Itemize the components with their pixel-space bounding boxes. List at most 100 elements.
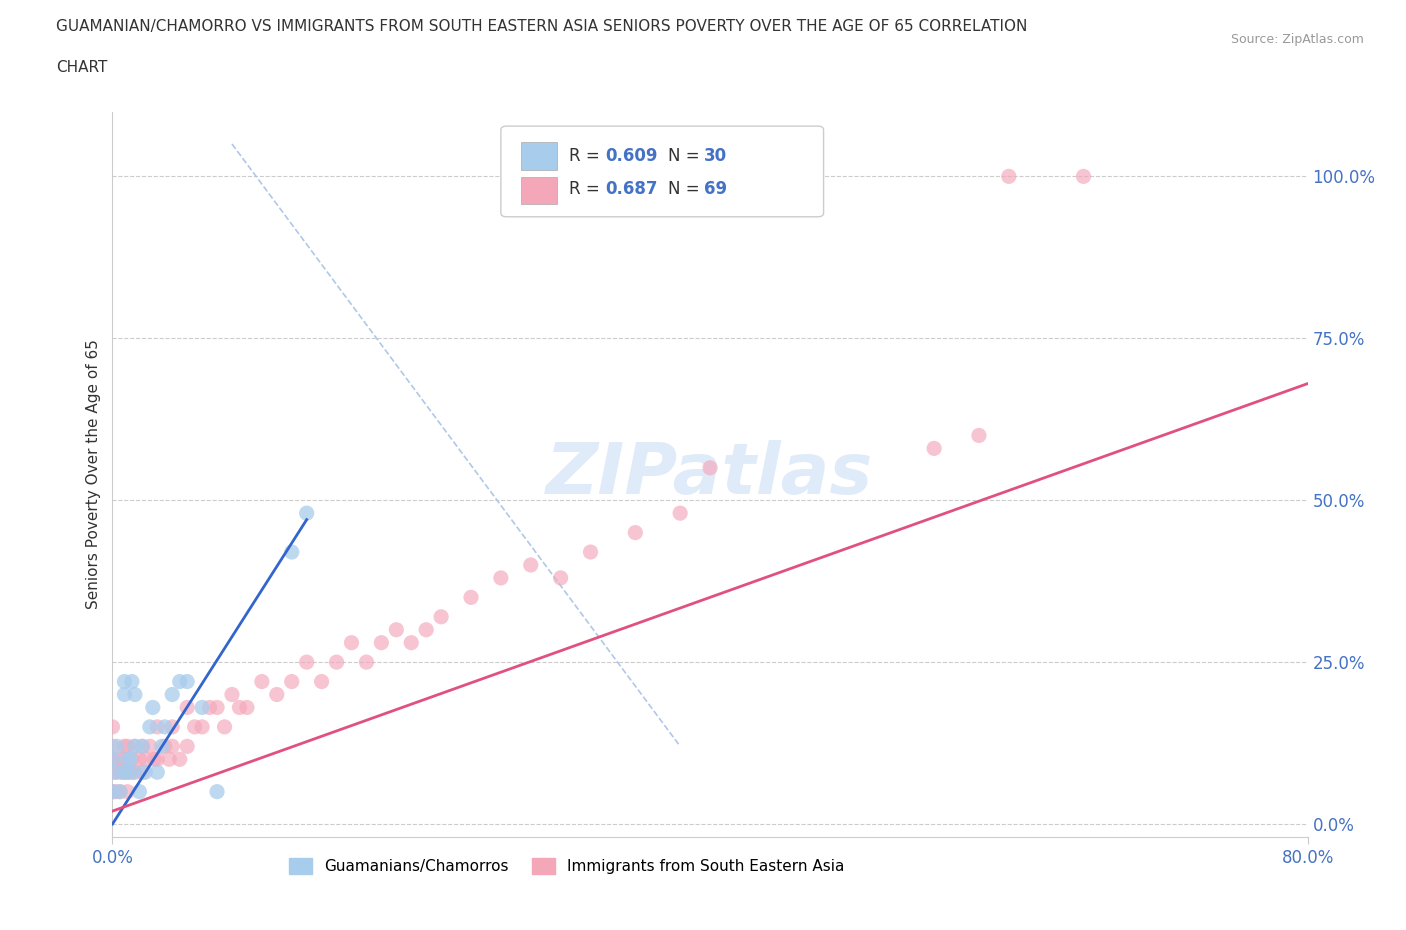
Point xyxy=(101,751,124,766)
Point xyxy=(266,687,288,702)
Point xyxy=(121,674,143,689)
Point xyxy=(101,751,124,766)
Point xyxy=(228,700,250,715)
Point xyxy=(124,764,146,779)
Point xyxy=(131,764,153,779)
Point xyxy=(624,525,647,540)
Text: Source: ZipAtlas.com: Source: ZipAtlas.com xyxy=(1230,33,1364,46)
Point xyxy=(105,764,128,779)
Point xyxy=(108,784,131,799)
Point xyxy=(114,738,135,753)
Point xyxy=(183,720,205,735)
Point xyxy=(111,764,134,779)
Point xyxy=(214,720,236,735)
Point xyxy=(153,720,176,735)
Point xyxy=(221,687,243,702)
Point xyxy=(922,441,945,456)
Point xyxy=(191,700,214,715)
Point xyxy=(120,751,142,766)
Point xyxy=(146,764,169,779)
Point xyxy=(295,655,318,670)
Point xyxy=(117,764,139,779)
Point xyxy=(117,751,139,766)
Point xyxy=(124,687,146,702)
Point xyxy=(176,738,198,753)
Text: R =: R = xyxy=(569,147,605,165)
Point xyxy=(489,570,512,585)
Point xyxy=(146,720,169,735)
Point xyxy=(205,700,228,715)
Point xyxy=(162,687,183,702)
Point xyxy=(117,738,139,753)
Point xyxy=(114,674,135,689)
Point xyxy=(998,169,1021,184)
Point xyxy=(236,700,259,715)
Point xyxy=(153,738,176,753)
Point xyxy=(121,751,143,766)
Point xyxy=(101,764,124,779)
Text: 0.609: 0.609 xyxy=(605,147,658,165)
Point xyxy=(101,738,124,753)
Text: N =: N = xyxy=(668,147,704,165)
Point xyxy=(111,751,134,766)
Point xyxy=(250,674,273,689)
Legend: Guamanians/Chamorros, Immigrants from South Eastern Asia: Guamanians/Chamorros, Immigrants from So… xyxy=(283,852,851,880)
Text: ZIPatlas: ZIPatlas xyxy=(547,440,873,509)
Point xyxy=(107,751,129,766)
Text: N =: N = xyxy=(668,180,704,198)
Point xyxy=(120,764,142,779)
Point xyxy=(415,622,437,637)
Point xyxy=(550,570,572,585)
Point xyxy=(122,764,145,779)
Point xyxy=(699,460,721,475)
Point xyxy=(1073,169,1095,184)
Point xyxy=(124,738,146,753)
Point xyxy=(134,751,156,766)
Point xyxy=(101,784,124,799)
Point xyxy=(104,764,127,779)
Point xyxy=(105,738,128,753)
Point xyxy=(520,558,543,573)
Point xyxy=(176,674,198,689)
Point xyxy=(157,751,180,766)
Point xyxy=(146,751,169,766)
Text: 69: 69 xyxy=(704,180,727,198)
Point xyxy=(162,738,183,753)
Text: 0.687: 0.687 xyxy=(605,180,658,198)
Point xyxy=(128,784,150,799)
Point xyxy=(669,506,692,521)
Point xyxy=(460,590,482,604)
Point xyxy=(370,635,392,650)
Point xyxy=(139,738,162,753)
Point xyxy=(142,700,165,715)
Point xyxy=(579,545,602,560)
Point xyxy=(967,428,990,443)
Point xyxy=(281,674,304,689)
Point xyxy=(295,506,318,521)
Point xyxy=(128,751,150,766)
Text: GUAMANIAN/CHAMORRO VS IMMIGRANTS FROM SOUTH EASTERN ASIA SENIORS POVERTY OVER TH: GUAMANIAN/CHAMORRO VS IMMIGRANTS FROM SO… xyxy=(56,19,1028,33)
Point xyxy=(134,764,156,779)
Point xyxy=(104,784,127,799)
Text: CHART: CHART xyxy=(56,60,108,75)
Point xyxy=(108,784,131,799)
Point xyxy=(162,720,183,735)
Y-axis label: Seniors Poverty Over the Age of 65: Seniors Poverty Over the Age of 65 xyxy=(86,339,101,609)
Point xyxy=(150,738,173,753)
Point xyxy=(198,700,221,715)
Point xyxy=(385,622,408,637)
Point xyxy=(311,674,333,689)
Point xyxy=(139,720,162,735)
Point xyxy=(169,751,191,766)
FancyBboxPatch shape xyxy=(501,126,824,217)
Point xyxy=(124,738,146,753)
FancyBboxPatch shape xyxy=(522,177,557,205)
Point xyxy=(205,784,228,799)
Point xyxy=(340,635,363,650)
Point xyxy=(281,545,304,560)
Point xyxy=(131,738,153,753)
Point xyxy=(401,635,423,650)
Point xyxy=(117,764,139,779)
FancyBboxPatch shape xyxy=(522,142,557,169)
Point xyxy=(176,700,198,715)
